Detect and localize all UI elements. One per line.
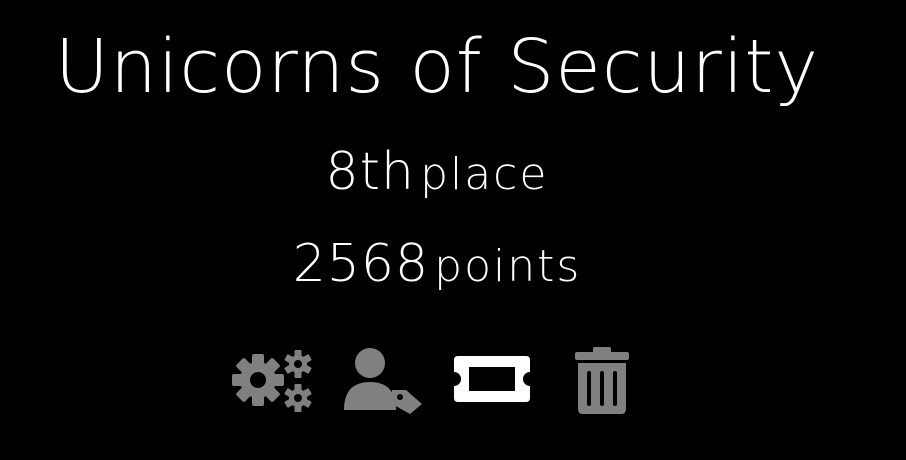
team-name: Unicorns of Security bbox=[54, 24, 820, 110]
delete-button[interactable] bbox=[556, 344, 648, 416]
team-actions bbox=[0, 344, 874, 416]
points-unit: points bbox=[434, 241, 582, 292]
ticket-icon bbox=[454, 356, 530, 402]
settings-button[interactable] bbox=[226, 344, 318, 416]
team-place: 8th place bbox=[0, 142, 874, 214]
user-tag-icon bbox=[344, 348, 422, 414]
user-tag-button[interactable] bbox=[336, 344, 428, 416]
gears-icon bbox=[232, 350, 312, 412]
ticket-button[interactable] bbox=[446, 344, 538, 416]
place-unit: place bbox=[420, 149, 549, 200]
place-value: 8th bbox=[325, 142, 415, 202]
points-value: 2568 bbox=[292, 234, 430, 294]
team-points: 2568 points bbox=[0, 234, 874, 306]
trash-icon bbox=[575, 347, 629, 414]
